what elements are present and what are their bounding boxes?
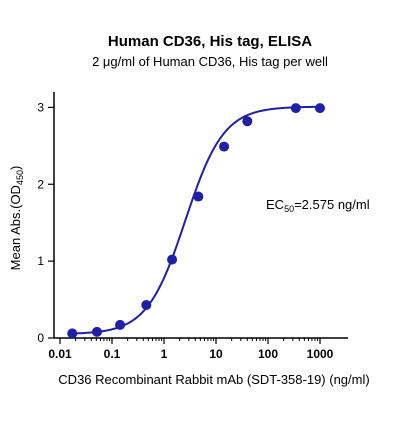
chart-subtitle: 2 μg/ml of Human CD36, His tag per well — [92, 54, 328, 69]
x-tick-label: 100 — [258, 347, 278, 361]
ec50-main: EC — [266, 197, 284, 212]
x-axis-label: CD36 Recombinant Rabbit mAb (SDT-358-19)… — [58, 372, 369, 387]
data-point — [67, 328, 78, 339]
ec50-annotation: EC50=2.575 ng/ml — [266, 197, 370, 214]
y-axis-label-close: ) — [8, 166, 23, 170]
y-tick-label: 0 — [37, 331, 44, 345]
chart-title: Human CD36, His tag, ELISA — [108, 33, 312, 50]
data-point — [290, 103, 301, 114]
data-point — [219, 141, 230, 152]
data-point — [242, 116, 253, 127]
x-tick-label: 0.01 — [48, 347, 72, 361]
ec50-value: =2.575 ng/ml — [294, 197, 370, 212]
fit-curve — [72, 105, 321, 335]
ec50-sub: 50 — [284, 204, 294, 214]
y-tick-label: 2 — [37, 177, 44, 191]
data-point — [115, 319, 126, 330]
y-axis-label-sub: 450 — [15, 170, 25, 185]
x-axis-ticks: 0.01 0.1 1 10 100 1000 — [48, 338, 334, 361]
y-tick-label: 3 — [37, 100, 44, 114]
data-points — [67, 103, 325, 339]
x-tick-label: 1000 — [307, 347, 334, 361]
data-point — [315, 103, 325, 114]
y-axis-label-main: Mean Abs.(OD — [8, 185, 23, 270]
y-axis-label: Mean Abs.(OD450) — [8, 166, 25, 271]
axes — [53, 92, 348, 339]
x-tick-label: 1 — [161, 347, 168, 361]
x-tick-label: 10 — [209, 347, 223, 361]
x-tick-label: 0.1 — [104, 347, 121, 361]
data-point — [167, 254, 178, 265]
data-point — [91, 326, 102, 337]
y-axis-ticks: 0 1 2 3 — [37, 100, 54, 345]
data-point — [193, 191, 204, 202]
data-point — [141, 299, 152, 310]
y-tick-label: 1 — [37, 254, 44, 268]
